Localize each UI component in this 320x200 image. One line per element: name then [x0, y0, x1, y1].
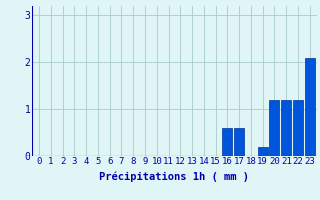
X-axis label: Précipitations 1h ( mm ): Précipitations 1h ( mm ): [100, 172, 249, 182]
Bar: [222, 128, 232, 156]
Bar: [281, 100, 291, 156]
Bar: [234, 128, 244, 156]
Bar: [258, 147, 268, 156]
Bar: [293, 100, 303, 156]
Bar: [305, 58, 315, 156]
Bar: [269, 100, 279, 156]
